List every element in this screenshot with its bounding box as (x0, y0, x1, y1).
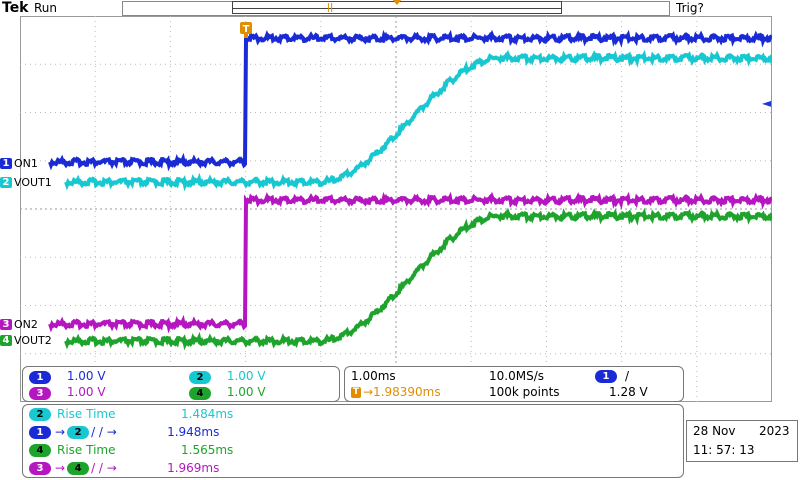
meas-2-name: / / → (91, 425, 117, 439)
scale-ch1-value: 1.00 V (66, 369, 106, 383)
channel-1-label[interactable]: 1 ON1 (0, 158, 38, 169)
trigger-level-arrow-icon[interactable]: ◄ (762, 96, 772, 110)
trigger-level[interactable]: 1.28 V (609, 385, 648, 399)
record-window-line (233, 8, 561, 9)
waveform-ch2 (64, 49, 772, 192)
trigger-slope-icon: / (625, 369, 630, 383)
channel-3-name: ON2 (14, 318, 38, 331)
scale-ch2-badge: 2 (189, 371, 211, 384)
scale-ch2-value: 1.00 V (226, 369, 266, 383)
measurement-row[interactable]: 2 Rise Time 1.484ms (29, 407, 233, 421)
scale-ch2[interactable]: 2 1.00 V (189, 369, 266, 384)
channel-4-badge: 4 (0, 335, 12, 346)
trigger-position-marker[interactable] (392, 0, 402, 5)
scale-ch4[interactable]: 4 1.00 V (189, 385, 266, 400)
channel-3-label[interactable]: 3 ON2 (0, 319, 38, 330)
meas-4-dest-badge: 4 (67, 461, 90, 475)
meas-2-dest-badge: 2 (67, 425, 90, 439)
meas-4-source-badge: 3 (29, 461, 51, 475)
channel-4-label[interactable]: 4 VOUT2 (0, 335, 52, 346)
meas-1-name: Rise Time (57, 407, 116, 421)
status-bar: Tek Run || Trig? (0, 0, 800, 16)
trigger-setting[interactable]: 1 / (595, 369, 629, 383)
trigger-time-marker: T (240, 22, 252, 38)
scale-ch3[interactable]: 3 1.00 V (29, 385, 106, 400)
record-length[interactable]: 100k points (489, 385, 560, 399)
trigger-delay-icon: T (351, 386, 361, 398)
scale-ch1[interactable]: 1 1.00 V (29, 369, 106, 384)
meas-1-source-badge: 2 (29, 407, 51, 421)
channel-1-badge: 1 (0, 158, 12, 169)
channel-2-name: VOUT1 (14, 176, 52, 189)
meas-4-name: / / → (91, 461, 117, 475)
channel-2-label[interactable]: 2 VOUT1 (0, 177, 52, 188)
trigger-status: Trig? (676, 1, 704, 15)
waveforms (48, 29, 772, 351)
waveform-display[interactable]: T (20, 16, 772, 402)
scale-ch4-badge: 4 (189, 387, 211, 400)
measurements-panel[interactable]: 2 Rise Time 1.484ms 1 → 2 / / → 1.948ms … (22, 404, 684, 478)
datetime-display[interactable]: 28 Nov 2023 11: 57: 13 (686, 420, 798, 462)
meas-2-source-badge: 1 (29, 425, 51, 439)
scale-ch4-value: 1.00 V (226, 385, 266, 399)
meas-3-value: 1.565ms (181, 443, 234, 457)
scale-ch1-badge: 1 (29, 371, 51, 384)
measurement-row[interactable]: 3 → 4 / / → 1.969ms (29, 461, 219, 475)
svg-text:T: T (243, 24, 250, 35)
meas-3-source-badge: 4 (29, 443, 51, 457)
channel-4-name: VOUT2 (14, 334, 52, 347)
sample-rate: 10.0MS/s (489, 369, 544, 383)
acquisition-state[interactable]: Run (34, 1, 58, 15)
meas-1-value: 1.484ms (181, 407, 234, 421)
meas-2-value: 1.948ms (167, 425, 220, 439)
brand-logo: Tek (2, 0, 29, 16)
scale-ch3-value: 1.00 V (66, 385, 106, 399)
scale-ch3-badge: 3 (29, 387, 51, 400)
trigger-delay-value: →1.98390ms (363, 385, 441, 399)
meas-4-arrow-icon: → (55, 461, 66, 475)
meas-4-value: 1.969ms (167, 461, 220, 475)
date-year: 2023 (759, 424, 790, 438)
timebase-panel[interactable]: 1.00ms 10.0MS/s T →1.98390ms 100k points… (344, 366, 684, 402)
trigger-source-badge: 1 (595, 369, 617, 383)
channel-1-name: ON1 (14, 157, 38, 170)
channel-3-badge: 3 (0, 319, 12, 330)
measurement-row[interactable]: 4 Rise Time 1.565ms (29, 443, 233, 457)
record-position-marker: || (326, 3, 334, 13)
waveform-ch4 (64, 207, 772, 351)
measurement-row[interactable]: 1 → 2 / / → 1.948ms (29, 425, 219, 439)
date-day: 28 Nov (693, 424, 736, 438)
horizontal-scale[interactable]: 1.00ms (351, 369, 396, 383)
channel-2-badge: 2 (0, 177, 12, 188)
clock-time: 11: 57: 13 (693, 443, 755, 457)
meas-2-arrow-icon: → (55, 425, 66, 439)
meas-3-name: Rise Time (57, 443, 116, 457)
waveform-ch1 (48, 29, 772, 172)
vertical-scale-panel[interactable]: 1 1.00 V 2 1.00 V 3 1.00 V 4 1.00 V (22, 366, 340, 402)
trigger-delay[interactable]: T →1.98390ms (351, 385, 441, 399)
waveform-ch3 (48, 191, 772, 334)
